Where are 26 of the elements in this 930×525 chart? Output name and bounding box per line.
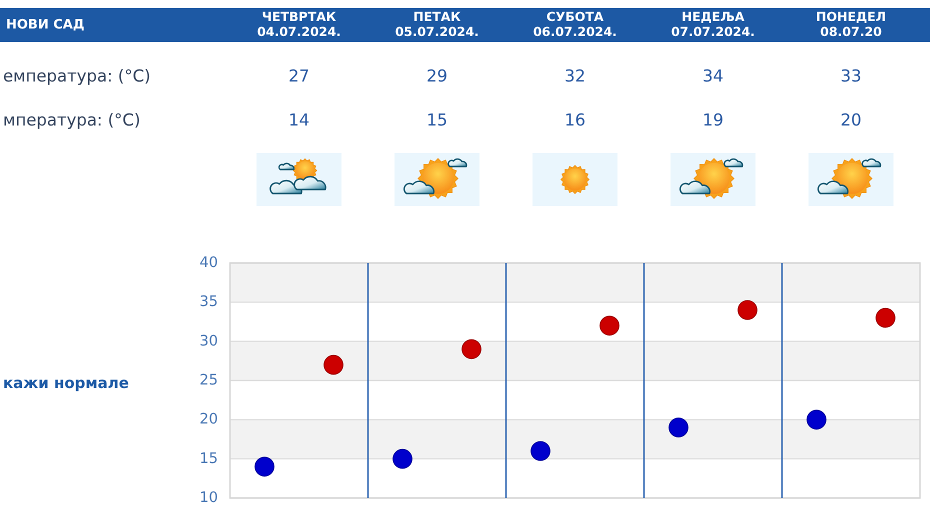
data-label: 14 (288, 110, 310, 130)
y-tick-label: 20 (200, 412, 218, 428)
y-tick-label: 25 (200, 372, 218, 388)
text: ЧЕТВРТАК 04.07.2024. (257, 9, 341, 39)
text: СУБОТА 06.07.2024. (533, 9, 617, 39)
text: НОВИ САД (6, 18, 84, 32)
text: ПОНЕДЕЛ 08.07.20 (816, 9, 886, 39)
y-tick-label: 30 (200, 333, 218, 350)
text: емпература: (°C) (3, 66, 151, 86)
data-label: 19 (702, 110, 724, 130)
text: ПЕТАК 05.07.2024. (395, 9, 479, 39)
data-label: 32 (564, 66, 586, 86)
data-label: 16 (564, 110, 586, 130)
data-label: 20 (840, 110, 862, 130)
text: мпература: (°C) (3, 110, 140, 130)
data-label: 33 (840, 66, 862, 86)
y-tick-label: 15 (200, 450, 218, 467)
data-label: 29 (426, 66, 448, 86)
data-label: 27 (288, 66, 310, 86)
text: кажи нормале (3, 374, 129, 392)
text: НЕДЕЉА 07.07.2024. (671, 9, 755, 39)
y-tick-label: 35 (200, 294, 218, 310)
data-label: 34 (702, 66, 724, 86)
y-tick-label: 40 (200, 255, 218, 271)
y-tick-label: 10 (200, 490, 218, 506)
data-label: 15 (426, 110, 448, 130)
